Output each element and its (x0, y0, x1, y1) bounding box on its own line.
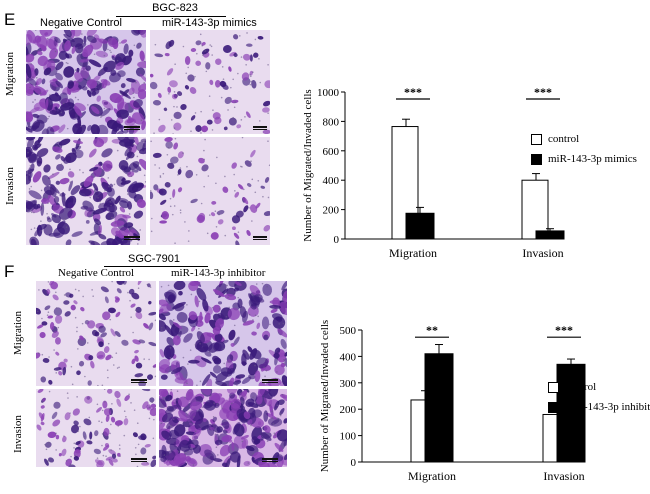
panel-e-image-invasion-control (26, 137, 146, 245)
bar-control (391, 126, 419, 240)
y-axis-label: Number of Migrated/Invaded cells (302, 89, 314, 241)
panel-f-row-label-migration: Migration (12, 311, 24, 355)
bar-treatment (535, 230, 565, 240)
panel-e-image-migration-control (26, 30, 146, 134)
scale-bar (131, 379, 147, 383)
scale-bar (253, 236, 267, 240)
legend-swatch (531, 133, 542, 145)
panel-e-header-rule (116, 16, 226, 17)
legend-label: control (565, 381, 597, 393)
panel-e-image-migration-treatment (150, 30, 270, 134)
y-tick-label: 400 (340, 351, 357, 363)
significance-label: ** (426, 323, 438, 337)
scale-bar (262, 458, 278, 462)
legend-item: control (548, 381, 650, 393)
scale-bar (262, 379, 278, 383)
scale-bar (124, 126, 140, 130)
y-tick-label: 500 (340, 325, 357, 337)
legend-item: miR-143-3p inhibitor (548, 401, 650, 413)
panel-e-row-label-invasion: Invasion (4, 167, 16, 205)
bar-control (521, 179, 549, 240)
y-tick-label: 1000 (317, 87, 340, 99)
legend-item: control (531, 133, 637, 145)
panel-f-image-migration-control (36, 281, 156, 386)
panel-e-image-invasion-treatment (150, 137, 270, 245)
bar-treatment (405, 212, 435, 240)
panel-f-letter: F (4, 262, 15, 281)
y-tick-label: 400 (323, 175, 340, 187)
legend-label: miR-143-3p mimics (548, 153, 637, 165)
y-tick-label: 100 (340, 431, 357, 443)
scale-bar (131, 458, 147, 462)
bar-control (542, 413, 570, 463)
y-tick-label: 800 (323, 116, 340, 128)
scale-bar (124, 236, 140, 240)
panel-f-row-label-invasion: Invasion (12, 415, 24, 453)
panel-e-col-label-control: Negative Control (40, 17, 122, 29)
panel-f-col-label-treatment: miR-143-3p inhibitor (171, 267, 266, 279)
panel-f-header-rule (104, 266, 208, 267)
x-tick-label: Invasion (543, 469, 584, 483)
chart-f-legend: control miR-143-3p inhibitor (548, 381, 650, 421)
panel-e-row-label-migration: Migration (4, 52, 16, 96)
legend-swatch (548, 381, 559, 393)
y-tick-label: 0 (334, 234, 340, 246)
chart-e-legend: control miR-143-3p mimics (531, 133, 637, 173)
x-tick-label: Migration (389, 246, 437, 260)
bar-treatment (424, 353, 454, 463)
scale-bar (253, 126, 267, 130)
legend-label: miR-143-3p inhibitor (565, 401, 650, 413)
legend-item: miR-143-3p mimics (531, 153, 637, 165)
legend-label: control (548, 133, 580, 145)
y-tick-label: 300 (340, 378, 357, 390)
panel-f-image-invasion-treatment (159, 389, 287, 467)
panel-f-cell-line: SGC-7901 (128, 253, 180, 265)
y-tick-label: 200 (340, 404, 357, 416)
panel-e-cell-line: BGC-823 (152, 2, 198, 14)
significance-label: *** (555, 323, 573, 337)
significance-label: *** (404, 85, 422, 99)
y-tick-label: 600 (323, 146, 340, 158)
panel-f-image-invasion-control (36, 389, 156, 467)
legend-swatch (531, 153, 542, 165)
y-tick-label: 0 (351, 457, 357, 469)
x-tick-label: Invasion (522, 246, 563, 260)
panel-f-col-label-control: Negative Control (58, 267, 135, 279)
panel-e-col-label-treatment: miR-143-3p mimics (162, 17, 257, 29)
y-axis-label: Number of Migrated/Invaded cells (319, 320, 331, 472)
x-tick-label: Migration (408, 469, 456, 483)
bar-control (410, 399, 438, 463)
panel-e-letter: E (4, 10, 16, 29)
y-tick-label: 200 (323, 205, 340, 217)
significance-label: *** (534, 85, 552, 99)
panel-f-image-migration-treatment (159, 281, 287, 386)
legend-swatch (548, 401, 559, 413)
